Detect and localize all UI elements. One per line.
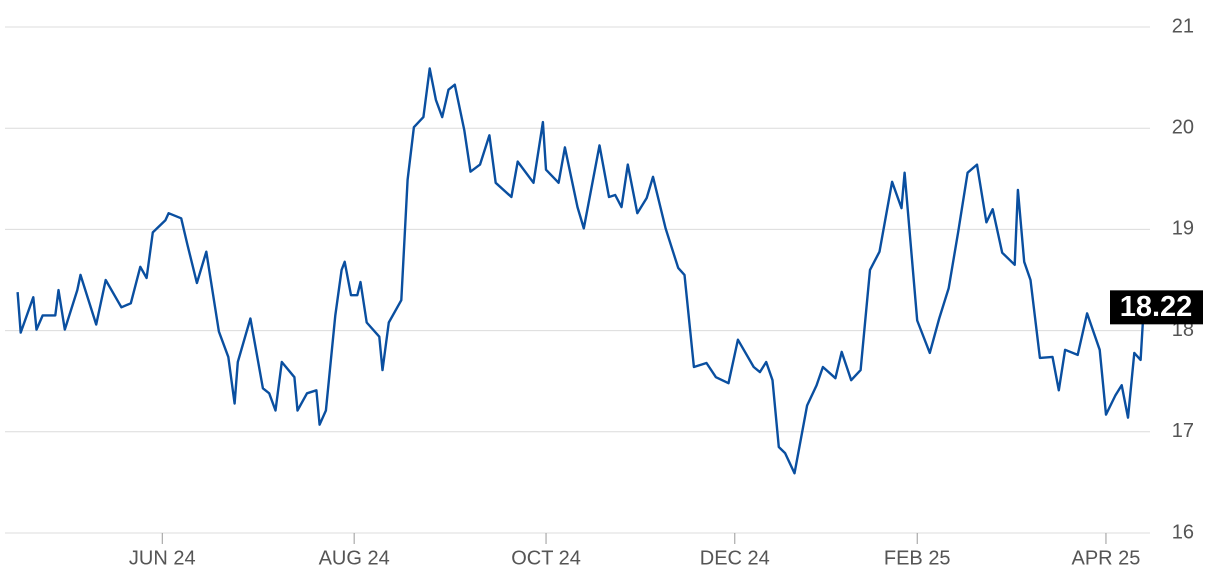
x-tick-label: OCT 24 <box>511 547 581 569</box>
x-tick-label: FEB 25 <box>884 547 951 569</box>
y-tick-label: 16 <box>1172 521 1194 543</box>
x-tick-label: APR 25 <box>1071 547 1140 569</box>
last-value-box <box>1110 290 1203 325</box>
y-tick-label: 17 <box>1172 420 1194 442</box>
y-tick-label: 18 <box>1172 319 1194 341</box>
x-tick-label: AUG 24 <box>319 547 390 569</box>
last-value-label: 18.22 <box>1120 291 1193 323</box>
x-tick-label: DEC 24 <box>700 547 770 569</box>
price-line <box>16 67 1145 475</box>
y-tick-label: 19 <box>1172 218 1194 240</box>
y-tick-label: 21 <box>1172 15 1194 37</box>
y-tick-label: 20 <box>1172 116 1194 138</box>
x-tick-label: JUN 24 <box>129 547 196 569</box>
